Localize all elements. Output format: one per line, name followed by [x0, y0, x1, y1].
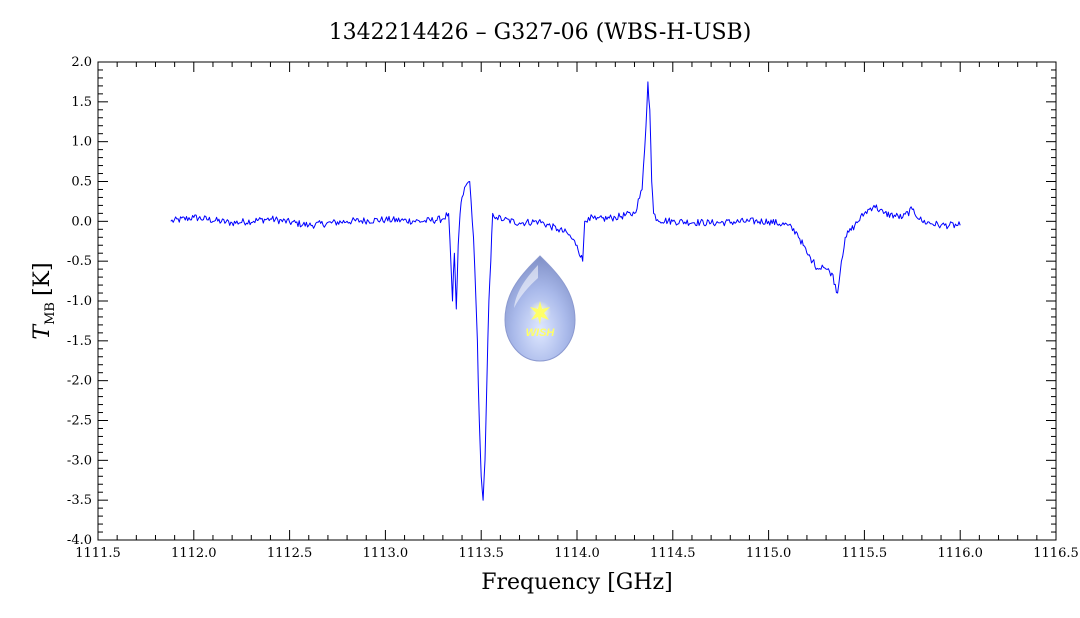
x-axis-label: Frequency [GHz] [481, 570, 673, 595]
plot-area: 1111.5 1112.0 1112.5 1113.0 1113.5 1114.0 1114… [67, 55, 1079, 561]
svg-text:TMB[K]: TMB [K] [30, 262, 58, 339]
y-axis-label-unit: [K] [30, 262, 55, 296]
x-tick-label: 1116.0 [937, 546, 983, 561]
y-axis-label-sub: MB [43, 302, 58, 325]
x-tick-label: 1113.5 [458, 546, 504, 561]
x-tick-label: 1114.0 [554, 546, 600, 561]
x-tick-label: 1112.5 [267, 546, 313, 561]
x-tick-label: 1113.0 [363, 546, 409, 561]
y-axis-label-main: T [30, 323, 55, 340]
x-tick-label: 1116.5 [1033, 546, 1079, 561]
x-tick-label: 1115.0 [746, 546, 792, 561]
y-tick-label: -2.5 [67, 414, 92, 429]
y-tick-label: -2.0 [67, 374, 92, 389]
y-axis-label: TMB [K] [30, 262, 58, 339]
wish-star-icon [530, 301, 550, 325]
axis-tick-labels: 1111.5 1112.0 1112.5 1113.0 1113.5 1114.0 1114… [67, 55, 1079, 561]
y-tick-label: -1.5 [67, 334, 92, 349]
wish-logo: WISH [504, 255, 576, 362]
y-tick-label: 0.0 [71, 214, 92, 229]
y-tick-label: -1.0 [67, 294, 92, 309]
y-tick-label: -3.5 [67, 493, 92, 508]
y-tick-label: 1.5 [71, 95, 92, 110]
y-tick-label: -3.0 [67, 453, 92, 468]
wish-logo-text: WISH [526, 327, 556, 339]
y-tick-label: 1.0 [71, 135, 92, 150]
y-tick-label: 2.0 [71, 55, 92, 70]
axis-ticks [97, 61, 1057, 541]
x-tick-label: 1112.0 [171, 546, 217, 561]
x-tick-label: 1114.5 [650, 546, 696, 561]
x-tick-label: 1115.5 [842, 546, 888, 561]
y-tick-label: -0.5 [67, 254, 92, 269]
y-tick-label: 0.5 [71, 175, 92, 190]
x-tick-label: 1111.5 [75, 546, 121, 561]
wish-drop-highlight-icon [514, 265, 538, 308]
spectrum-line [170, 81, 961, 501]
y-tick-label: -4.0 [67, 533, 92, 548]
chart-title: 1342214426 – G327-06 (WBS-H-USB) [329, 20, 752, 45]
plot-frame [97, 61, 1057, 541]
